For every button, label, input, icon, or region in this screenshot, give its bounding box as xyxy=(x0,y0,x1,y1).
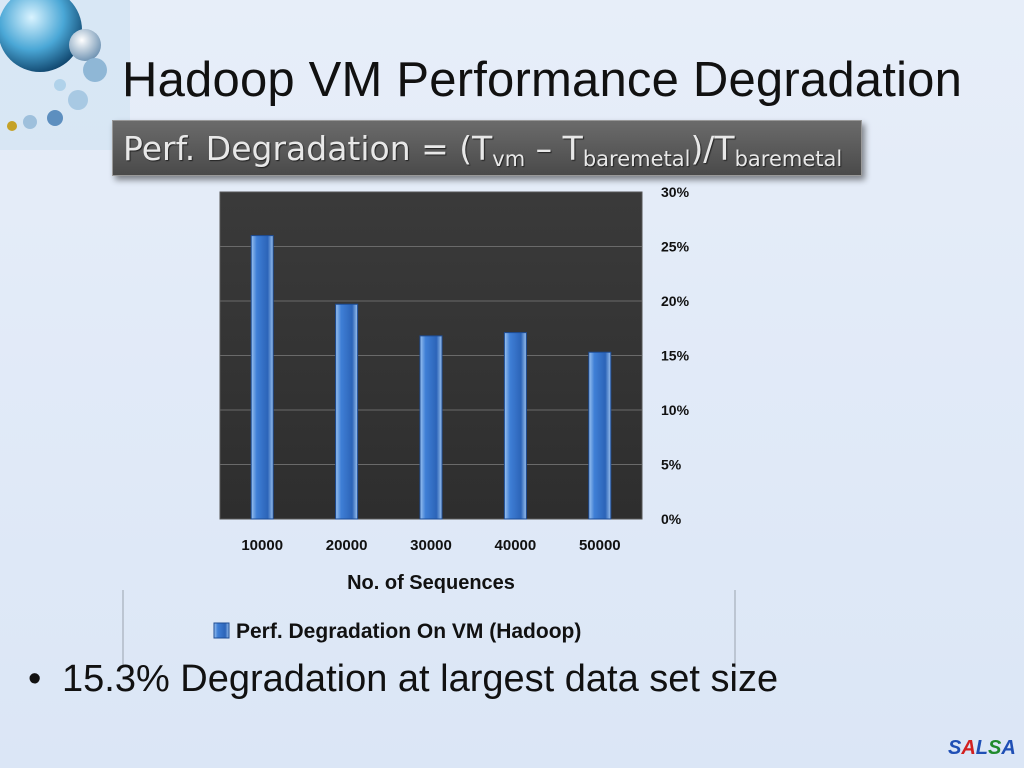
x-tick-label: 40000 xyxy=(495,537,537,554)
x-tick-label: 50000 xyxy=(579,537,621,554)
brand-letter: A xyxy=(1001,737,1016,759)
legend-label: Perf. Degradation On VM (Hadoop) xyxy=(236,620,581,643)
formula-prefix: Perf. Degradation = (T xyxy=(123,129,493,168)
bar xyxy=(503,332,527,520)
bullet-text: 15.3% Degradation at largest data set si… xyxy=(62,658,779,700)
bullet-dot: • xyxy=(28,658,42,700)
formula-banner: Perf. Degradation = (Tvm – Tbaremetal)/T… xyxy=(112,120,862,176)
bar xyxy=(335,303,359,520)
formula-middle: – T xyxy=(525,129,583,168)
bar xyxy=(250,235,274,520)
y-tick-label: 5% xyxy=(661,457,682,473)
bullet-point: • 15.3% Degradation at largest data set s… xyxy=(28,658,778,701)
brand-letter: S xyxy=(948,737,962,759)
y-tick-label: 20% xyxy=(661,293,690,309)
formula-sub-baremetal-1: baremetal xyxy=(582,147,691,171)
x-tick-label: 20000 xyxy=(326,537,368,554)
formula-sub-baremetal-2: baremetal xyxy=(734,147,843,171)
globe-logo-icon xyxy=(0,0,130,150)
bar xyxy=(419,335,443,520)
bar xyxy=(588,351,612,520)
y-tick-label: 30% xyxy=(661,184,690,200)
y-tick-label: 25% xyxy=(661,239,690,255)
x-tick-label: 30000 xyxy=(410,537,452,554)
formula-sub-vm: vm xyxy=(492,147,526,171)
formula-after: )/T xyxy=(690,129,735,168)
y-tick-label: 0% xyxy=(661,511,682,527)
formula-text: Perf. Degradation = (Tvm – Tbaremetal)/T… xyxy=(123,129,842,171)
y-tick-label: 10% xyxy=(661,402,690,418)
salsa-brand-logo: SALSA xyxy=(948,737,1016,760)
x-axis-label: No. of Sequences xyxy=(347,572,515,594)
brand-letter: L xyxy=(975,737,989,759)
y-tick-label: 15% xyxy=(661,348,690,364)
brand-letter: A xyxy=(961,737,976,759)
x-tick-label: 10000 xyxy=(241,537,283,554)
slide-title: Hadoop VM Performance Degradation xyxy=(122,53,963,107)
brand-letter: S xyxy=(988,737,1002,759)
legend-swatch xyxy=(213,622,230,639)
